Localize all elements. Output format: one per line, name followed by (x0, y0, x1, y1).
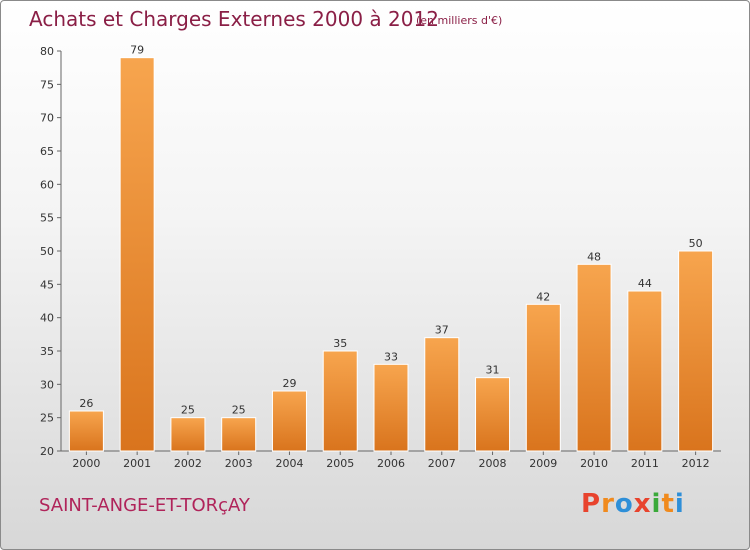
bar-2002 (170, 417, 206, 452)
proxiti-logo[interactable]: Proxiti (581, 489, 685, 519)
logo-letter: i (651, 489, 662, 519)
y-tick-label: 80 (40, 45, 54, 58)
bar-2006 (373, 363, 409, 452)
y-tick-label: 55 (40, 212, 54, 225)
x-tick-label: 2009 (529, 457, 557, 470)
bar-2011 (627, 290, 663, 452)
y-tick-label: 20 (40, 445, 54, 458)
x-tick-label: 2012 (682, 457, 710, 470)
data-label-2006: 33 (384, 350, 398, 363)
data-label-2002: 25 (181, 404, 195, 417)
bar-2003 (221, 417, 257, 452)
y-tick-label: 40 (40, 312, 54, 325)
chart-title: Achats et Charges Externes 2000 à 2012 (29, 7, 439, 31)
y-tick-label: 30 (40, 378, 54, 391)
bar-2009 (525, 303, 561, 452)
logo-letter: x (633, 489, 652, 519)
data-label-2004: 29 (282, 377, 296, 390)
logo-letter: o (614, 489, 634, 519)
x-tick-label: 2001 (123, 457, 151, 470)
bar-2007 (424, 337, 460, 452)
data-label-2009: 42 (536, 290, 550, 303)
data-label-2012: 50 (689, 237, 703, 250)
bar-2008 (475, 377, 511, 452)
logo-letter: t (661, 489, 675, 519)
x-tick-label: 2006 (377, 457, 405, 470)
x-tick-label: 2010 (580, 457, 608, 470)
x-tick-label: 2000 (72, 457, 100, 470)
x-tick-label: 2005 (326, 457, 354, 470)
y-tick-label: 60 (40, 178, 54, 191)
y-tick-label: 25 (40, 412, 54, 425)
x-tick-label: 2003 (225, 457, 253, 470)
bar-2000 (68, 410, 104, 452)
bar-2004 (271, 390, 307, 452)
x-tick-label: 2011 (631, 457, 659, 470)
commune-name: SAINT-ANGE-ET-TORçAY (39, 495, 250, 516)
data-label-2008: 31 (486, 364, 500, 377)
y-tick-label: 65 (40, 145, 54, 158)
logo-letter: i (674, 489, 685, 519)
y-tick-label: 45 (40, 278, 54, 291)
x-tick-label: 2007 (428, 457, 456, 470)
y-tick-label: 50 (40, 245, 54, 258)
y-tick-label: 70 (40, 112, 54, 125)
y-tick-label: 75 (40, 78, 54, 91)
data-label-2000: 26 (79, 397, 93, 410)
data-label-2005: 35 (333, 337, 347, 350)
logo-letter: P (581, 489, 602, 519)
x-tick-label: 2008 (479, 457, 507, 470)
bar-2010 (576, 263, 612, 452)
bar-2012 (678, 250, 714, 452)
x-tick-label: 2004 (275, 457, 303, 470)
logo-letter: r (601, 489, 615, 519)
data-label-2010: 48 (587, 250, 601, 263)
y-tick-label: 35 (40, 345, 54, 358)
data-label-2007: 37 (435, 324, 449, 337)
data-label-2003: 25 (232, 404, 246, 417)
chart-unit: (en milliers d'€) (416, 14, 503, 27)
bar-2001 (119, 57, 155, 452)
bar-2005 (322, 350, 358, 452)
data-label-2001: 79 (130, 44, 144, 57)
data-label-2011: 44 (638, 277, 652, 290)
x-tick-label: 2002 (174, 457, 202, 470)
